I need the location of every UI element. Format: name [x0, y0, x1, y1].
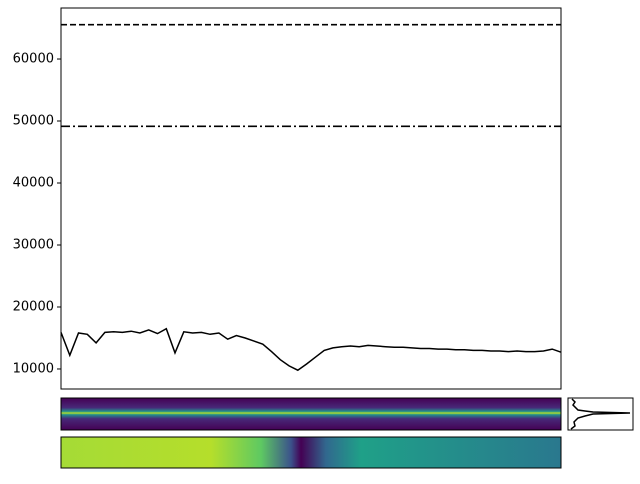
- y-tick-label: 20000: [13, 299, 54, 314]
- y-tick-label: 60000: [13, 52, 54, 67]
- y-tick-label: 50000: [13, 114, 54, 129]
- spectrum-image: [60, 436, 562, 469]
- y-tick-label: 40000: [13, 176, 54, 191]
- y-tick-label: 30000: [13, 237, 54, 252]
- plot-frame: [60, 7, 562, 390]
- spectrum-line: [60, 327, 562, 372]
- y-tick-label: 10000: [13, 361, 54, 376]
- trace-image: [60, 397, 562, 431]
- profile-line: [570, 398, 631, 430]
